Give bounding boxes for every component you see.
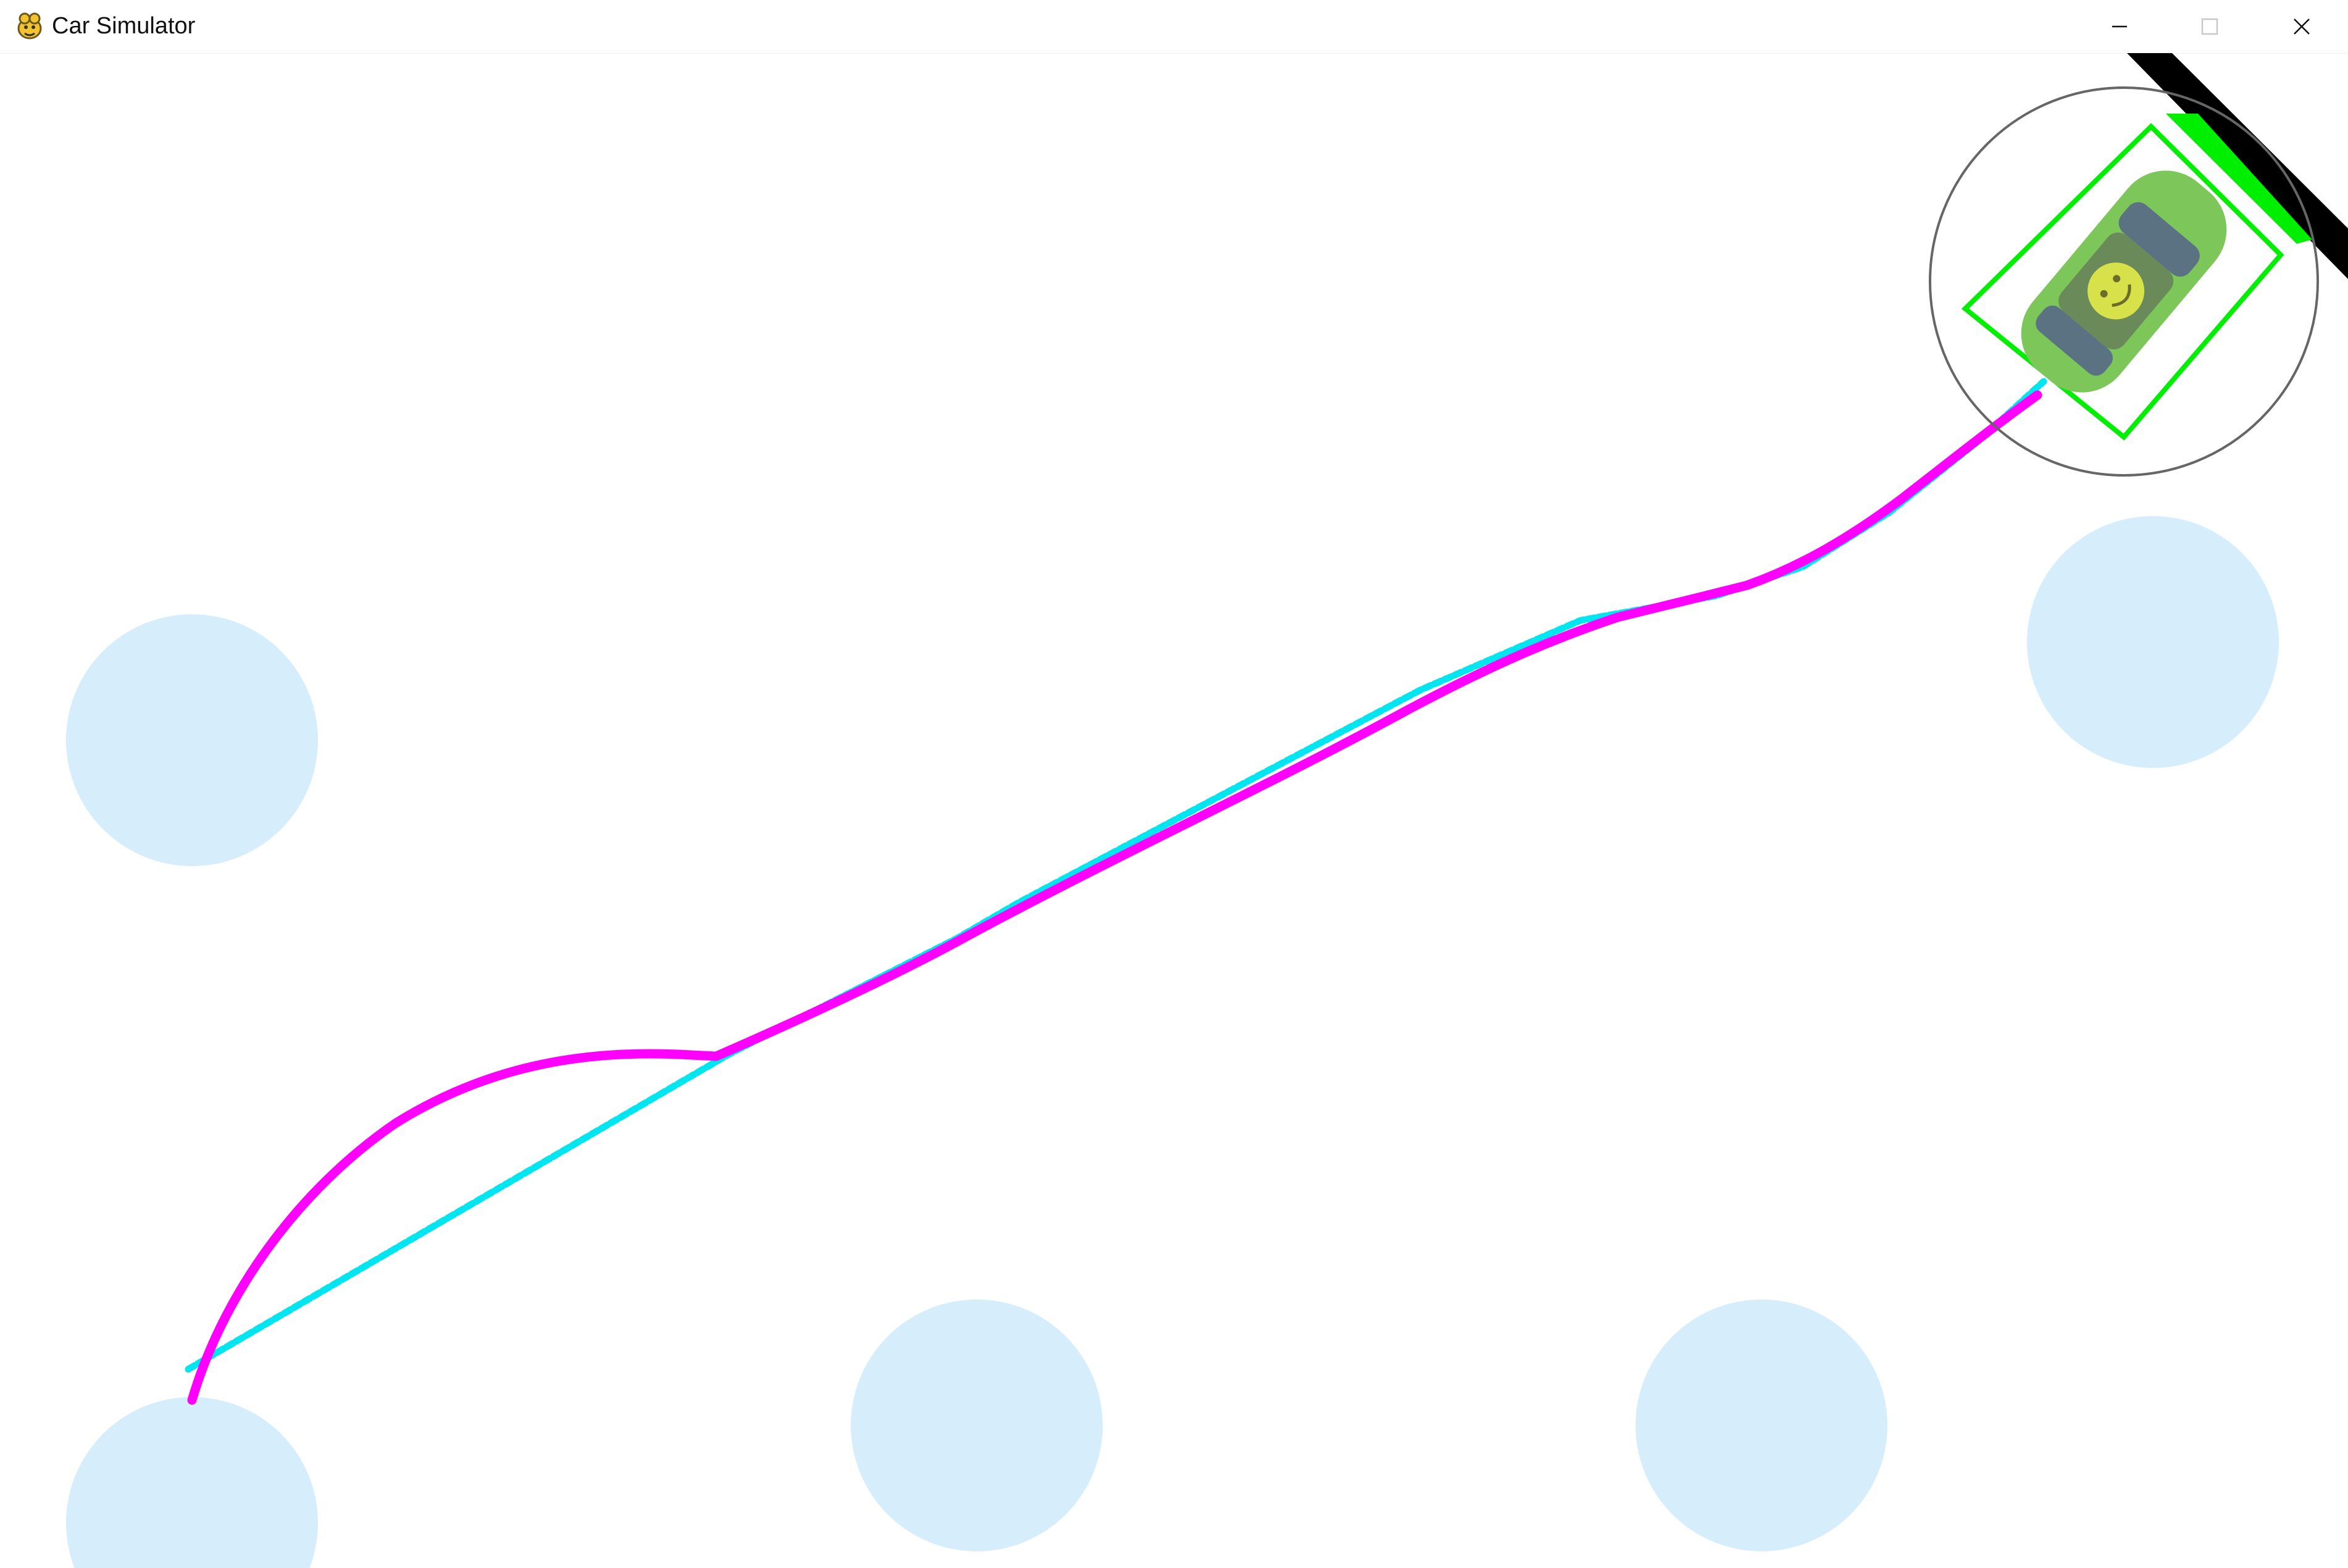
- sensor-range-circle: [1929, 86, 2319, 477]
- smiley-mouth: [2112, 284, 2131, 307]
- simulation-scene: [66, 53, 2348, 1568]
- close-button[interactable]: [2257, 0, 2347, 53]
- car-rear-window: [2036, 305, 2113, 376]
- smiley-face-icon: [2087, 262, 2145, 320]
- collision-strip: [2166, 114, 2312, 244]
- minimize-icon: [2112, 25, 2127, 28]
- pygame-snake-icon: [17, 12, 42, 40]
- simulation-canvas[interactable]: [0, 53, 2348, 1568]
- target-zone: [66, 1397, 318, 1568]
- target-zone: [2027, 516, 2279, 768]
- maximize-button[interactable]: [2165, 0, 2255, 53]
- car-bounding-box: [1961, 123, 2284, 441]
- target-zone: [66, 614, 318, 866]
- title-bar[interactable]: Car Simulator: [0, 0, 2348, 54]
- car: [2021, 170, 2227, 393]
- target-zone: [851, 1299, 1103, 1551]
- close-icon: [2294, 19, 2310, 35]
- window-title: Car Simulator: [52, 13, 196, 39]
- driven-path: [187, 390, 2042, 1405]
- smiley-eye: [2113, 275, 2121, 283]
- target-zones: [66, 516, 2279, 1568]
- maximize-icon: [2201, 18, 2218, 35]
- car-windshield: [2118, 202, 2200, 277]
- planned-path: [185, 378, 2047, 1373]
- target-zone: [1636, 1299, 1887, 1551]
- minimize-button[interactable]: [2074, 0, 2165, 53]
- smiley-eye: [2100, 290, 2108, 298]
